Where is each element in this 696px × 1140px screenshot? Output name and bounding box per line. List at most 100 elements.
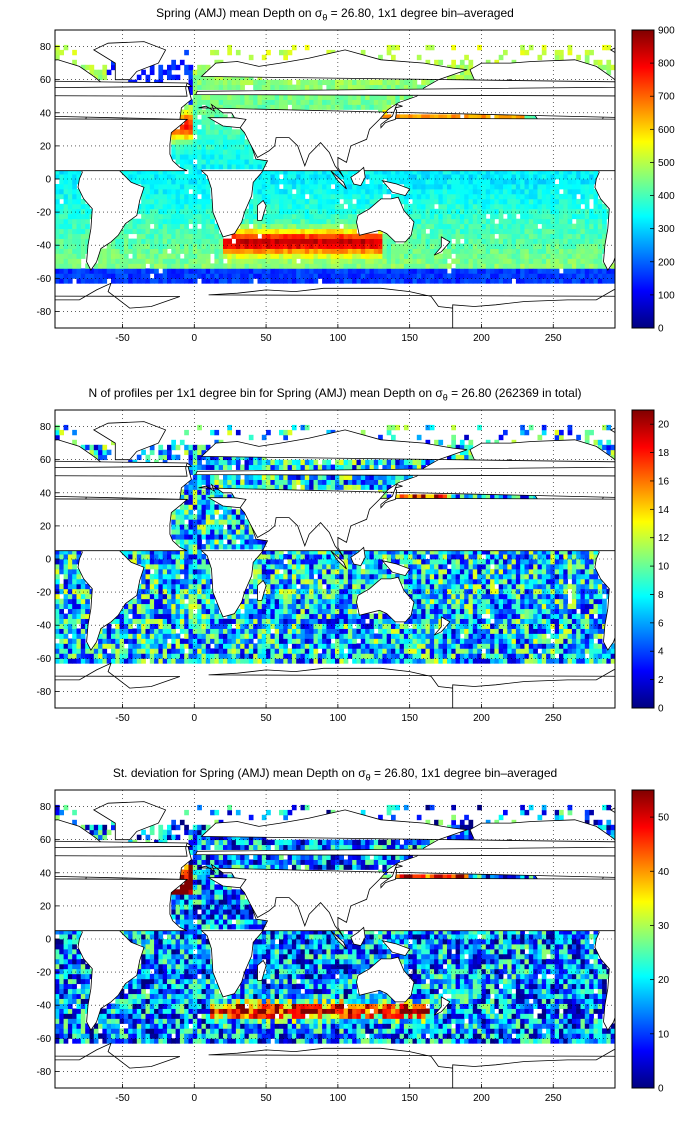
- landmass-newguinea: [381, 940, 411, 957]
- landmass-greenland: [609, 47, 615, 54]
- panel-std-deviation: St. deviation for Spring (AMJ) mean Dept…: [0, 760, 696, 1140]
- y-tick-label: -80: [37, 687, 52, 698]
- x-tick-label: -50: [115, 333, 130, 344]
- landmass-japan: [380, 864, 403, 889]
- colorbar: [631, 409, 655, 709]
- y-tick-label: -60: [37, 274, 52, 285]
- x-tick-label: 250: [545, 333, 562, 344]
- landmass-uk: [195, 846, 615, 857]
- y-tick-label: -20: [37, 588, 52, 599]
- colorbar-tick-label: 12: [658, 533, 670, 544]
- x-tick-label: 0: [192, 1093, 198, 1104]
- y-tick-label: 80: [40, 422, 52, 433]
- landmass-greenland: [92, 421, 167, 461]
- x-tick-label: 0: [192, 713, 198, 724]
- colorbar-tick-label: 0: [658, 704, 664, 715]
- map-plot: -50 0 50 100 150 200 250806040200-20-40-60-800…: [37, 409, 670, 724]
- y-tick-label: 0: [45, 175, 51, 186]
- x-tick-label: 100: [330, 333, 347, 344]
- landmass-antarctica: [55, 282, 181, 309]
- grid-lines: [55, 30, 615, 328]
- coastline-layer: [55, 421, 615, 708]
- y-tick-label: 60: [40, 835, 52, 846]
- landmass-africa: [55, 498, 189, 552]
- landmass-japan: [380, 484, 403, 509]
- colorbar-tick-label: 0: [658, 324, 664, 335]
- colorbar-tick-label: 100: [658, 290, 675, 301]
- colorbar-tick-label: 700: [658, 92, 675, 103]
- landmass-antarctica: [208, 1047, 615, 1088]
- y-tick-label: 20: [40, 141, 52, 152]
- x-tick-label: 200: [473, 333, 490, 344]
- colorbar-tick-label: 20: [658, 420, 670, 431]
- landmass-sumatra: [330, 930, 347, 950]
- landmass-newguinea: [381, 180, 411, 197]
- colorbar-tick-label: 30: [658, 921, 670, 932]
- y-tick-label: 80: [40, 802, 52, 813]
- landmass-africa: [55, 118, 189, 172]
- landmass-madagascar: [257, 579, 267, 601]
- x-tick-label: -50: [115, 713, 130, 724]
- colorbar-tick-label: 900: [658, 26, 675, 37]
- landmass-samerica: [594, 158, 615, 271]
- x-tick-label: 250: [545, 713, 562, 724]
- y-tick-label: 60: [40, 75, 52, 86]
- landmass-newzealand: [433, 616, 451, 636]
- landmass-antarctica: [208, 667, 615, 708]
- colorbar-tick-label: 4: [658, 647, 664, 658]
- y-tick-label: -80: [37, 1067, 52, 1078]
- x-tick-label: 0: [192, 333, 198, 344]
- landmass-samerica: [594, 538, 615, 651]
- landmass-greenland: [609, 807, 615, 814]
- y-tick-label: 20: [40, 521, 52, 532]
- landmass-madagascar: [257, 959, 267, 981]
- field-layer: [55, 790, 615, 1088]
- y-tick-label: 40: [40, 868, 52, 879]
- colorbar-tick-label: 50: [658, 813, 670, 824]
- landmass-samerica: [77, 538, 145, 651]
- landmass-antarctica: [208, 287, 615, 328]
- colorbar-tick-label: 18: [658, 448, 670, 459]
- map-plot: -50 0 50 100 150 200 250806040200-20-40-60-800…: [37, 789, 670, 1104]
- landmass-madagascar: [257, 199, 267, 221]
- x-tick-label: 50: [261, 333, 273, 344]
- colorbar-tick-label: 16: [658, 476, 670, 487]
- colorbar: [631, 29, 655, 329]
- x-tick-label: 50: [261, 713, 273, 724]
- colorbar-tick-label: 10: [658, 562, 670, 573]
- landmass-antarctica: [55, 1042, 181, 1069]
- y-tick-label: 20: [40, 901, 52, 912]
- landmass-uk: [55, 82, 193, 97]
- y-tick-label: -60: [37, 654, 52, 665]
- landmass-australia: [356, 956, 415, 1003]
- colorbar-tick-label: 800: [658, 59, 675, 70]
- landmass-samerica: [594, 918, 615, 1031]
- landmass-antarctica: [55, 662, 181, 689]
- x-tick-label: 50: [261, 1093, 273, 1104]
- y-tick-label: 0: [45, 935, 51, 946]
- colorbar-tick-label: 8: [658, 590, 664, 601]
- colorbar-tick-label: 500: [658, 158, 675, 169]
- landmass-borneo: [350, 546, 366, 567]
- y-tick-label: -40: [37, 241, 52, 252]
- landmass-africa: [55, 878, 189, 932]
- panel-title: St. deviation for Spring (AMJ) mean Dept…: [112, 766, 558, 783]
- x-tick-label: 200: [473, 713, 490, 724]
- colorbar-tick-label: 14: [658, 505, 670, 516]
- y-tick-label: 60: [40, 455, 52, 466]
- landmass-sumatra: [330, 170, 347, 190]
- y-tick-label: 0: [45, 555, 51, 566]
- coastline-layer: [55, 801, 615, 1088]
- colorbar-tick-label: 200: [658, 257, 675, 268]
- plot-frame: [54, 29, 616, 329]
- panel-title: Spring (AMJ) mean Depth on σθ = 26.80, 1…: [156, 6, 514, 23]
- grid-lines: [55, 410, 615, 708]
- landmass-greenland: [92, 801, 167, 841]
- landmass-borneo: [350, 166, 366, 187]
- x-tick-label: 150: [401, 1093, 418, 1104]
- landmass-samerica: [77, 158, 145, 271]
- plot-frame: [54, 789, 616, 1089]
- landmass-uk: [195, 86, 615, 97]
- coastline-layer: [55, 41, 615, 328]
- panel-mean-depth: Spring (AMJ) mean Depth on σθ = 26.80, 1…: [0, 0, 696, 380]
